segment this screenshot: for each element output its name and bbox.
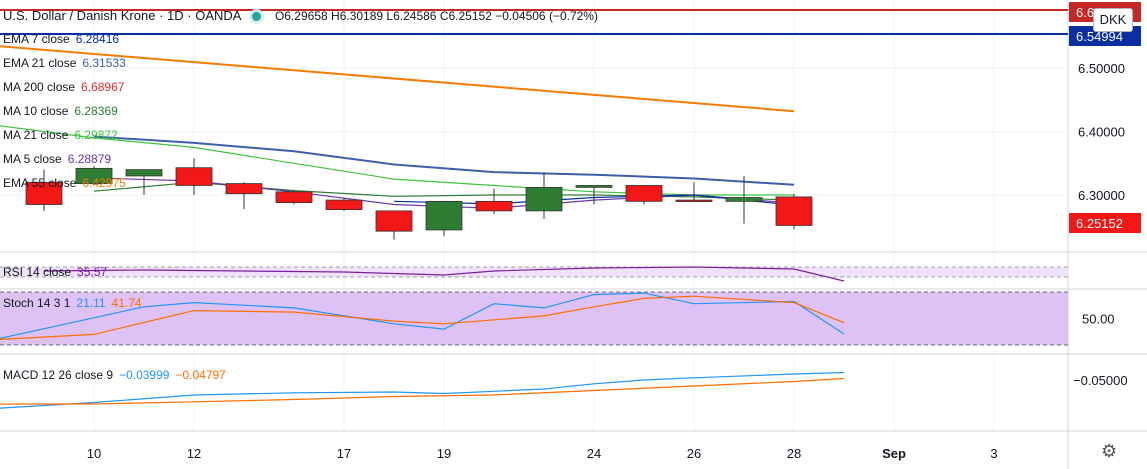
macd-line [0,371,845,409]
candle-body [325,199,363,211]
ohlc-high: H6.30189 [331,9,384,23]
legend-value-macd: −0.03999 [119,368,170,382]
ma-line-ema55 [0,45,795,113]
market-status-icon [252,12,262,22]
legend-label: MA 5 close [3,152,62,166]
ma-line-ema21 [93,135,795,186]
candle-body [75,167,113,184]
price-tick-label: 6.40000 [1078,125,1125,140]
legend-label: RSI 14 close [3,265,72,279]
candle-body [175,167,213,186]
legend-value: 6.28879 [67,152,112,166]
legend-label: EMA 7 close [3,32,70,46]
legend-ma21[interactable]: MA 21 close 6.29872 [3,128,118,142]
legend-value-d: 41.74 [111,296,142,310]
price-tick-label: 6.30000 [1078,188,1125,203]
candle-body [375,210,413,232]
ohlc-close: C6.25152 [439,9,492,23]
rsi-band [0,267,1068,277]
source-label: OANDA [195,8,241,23]
candle-body [125,169,163,177]
legend-value: 6.31533 [82,56,126,70]
time-tick-label: 24 [587,446,601,461]
legend-ema7[interactable]: EMA 7 close 6.28416 [3,32,119,46]
legend-value: 6.68967 [81,80,125,94]
time-tick-label: Sep [882,446,906,461]
candle-body [225,183,263,195]
symbol-name: U.S. Dollar / Danish Krone [3,8,156,23]
currency-button[interactable]: DKK [1093,8,1133,32]
legend-label: EMA 21 close [3,56,77,70]
price-label-text: 6.54994 [1076,29,1123,44]
price-label-box [1069,213,1141,233]
legend-label: MA 200 close [3,80,76,94]
time-tick-label: 17 [337,446,351,461]
rsi-line [43,266,845,282]
time-tick-label: 19 [437,446,451,461]
candle-body [25,181,63,205]
macd-tick-label: −0.05000 [1073,373,1128,388]
legend-value: 6.29872 [74,128,118,142]
legend-ma5[interactable]: MA 5 close 6.28879 [3,152,111,166]
candle-body [275,191,313,204]
price-tick-label: 6.50000 [1078,61,1125,76]
candle-body [725,197,763,202]
legend-ma10[interactable]: MA 10 close 6.28369 [3,104,118,118]
legend-label: MA 21 close [3,128,69,142]
interval-label[interactable]: 1D [167,8,184,23]
ohlc-open: O6.29658 [274,9,328,23]
legend-macd[interactable]: MACD 12 26 close 9 −0.03999 −0.04797 [3,368,226,382]
ohlc-low: L6.24586 [386,9,437,23]
legend-ma200[interactable]: MA 200 close 6.68967 [3,80,124,94]
candle-body [475,200,513,212]
stoch-d-line [0,295,845,340]
stoch-k-line [0,292,845,339]
legend-label: MA 10 close [3,104,69,118]
price-label-text: 6.25152 [1076,216,1123,231]
legend-label: EMA 55 close [3,176,77,190]
legend-ema21[interactable]: EMA 21 close 6.31533 [3,56,126,70]
legend-value: 6.28416 [75,32,120,46]
legend-label: MACD 12 26 close 9 [3,368,114,382]
macd-signal-line [0,377,845,405]
candle-body [575,185,613,188]
legend-value-k: 21.11 [76,296,106,310]
symbol-header: U.S. Dollar / Danish Krone · 1D · OANDA … [3,8,598,23]
time-tick-label: 26 [687,446,701,461]
legend-rsi[interactable]: RSI 14 close 35.57 [3,265,107,279]
legend-value: 6.42975 [82,176,126,190]
time-tick-label: 28 [787,446,801,461]
legend-ema55[interactable]: EMA 55 close 6.42975 [3,176,126,190]
candle-body [625,185,663,202]
candle-body [525,186,563,212]
candle-body [675,199,713,202]
legend-label: Stoch 14 3 1 [3,296,71,310]
legend-value: 35.57 [77,265,108,279]
stoch-tick-label: 50.00 [1082,312,1115,327]
legend-stoch[interactable]: Stoch 14 3 1 21.11 41.74 [3,296,142,310]
candle-body [425,200,463,231]
ohlc-change: −0.04506 (−0.72%) [495,9,598,23]
gear-icon[interactable]: ⚙ [1101,441,1118,461]
candle-body [775,196,813,226]
time-tick-label: 10 [87,446,101,461]
legend-value: 6.28369 [74,104,118,118]
time-tick-label: 12 [187,446,201,461]
stoch-band [0,292,1068,345]
time-tick-label: 3 [990,446,997,461]
legend-value-signal: −0.04797 [175,368,226,382]
